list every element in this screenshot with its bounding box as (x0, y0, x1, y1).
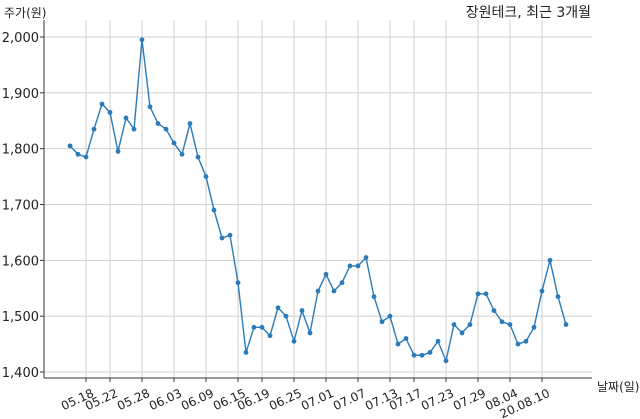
y-tick-label: 1,600 (2, 254, 39, 269)
data-point (403, 336, 409, 341)
y-tick-label: 1,900 (2, 87, 39, 102)
x-axis-label: 날짜(일) (597, 380, 639, 394)
data-point (251, 324, 257, 330)
data-point (227, 232, 233, 238)
x-tick-label: 07.01 (299, 386, 336, 413)
data-point (195, 154, 201, 160)
data-point (107, 109, 113, 115)
y-axis-label: 주가(원) (4, 6, 46, 20)
data-point (395, 341, 401, 347)
data-point (307, 330, 313, 336)
y-tick-label: 1,700 (2, 199, 39, 214)
x-tick-label: 07.29 (451, 386, 488, 413)
data-point (291, 338, 297, 344)
x-tick-labels: 05.1805.2205.2806.0306.0906.1506.1906.25… (59, 378, 552, 419)
data-point (187, 121, 193, 126)
data-point (363, 255, 369, 260)
price-points (67, 37, 569, 364)
data-point (155, 121, 161, 126)
data-point (435, 338, 441, 344)
data-point (99, 101, 105, 107)
data-point (371, 294, 377, 300)
data-point (419, 352, 425, 358)
data-point (131, 126, 137, 132)
data-point (139, 37, 145, 43)
y-tick-label: 1,800 (2, 143, 39, 158)
x-tick-label: 07.07 (331, 386, 368, 413)
data-point (211, 207, 217, 213)
data-point (555, 294, 561, 300)
data-point (91, 126, 97, 132)
data-point (523, 338, 529, 344)
data-point (323, 271, 329, 277)
data-point (339, 280, 345, 286)
data-point (459, 330, 465, 336)
data-point (275, 305, 281, 311)
data-point (475, 291, 481, 297)
data-point (299, 308, 305, 313)
data-point (491, 308, 497, 313)
data-point (355, 263, 361, 269)
data-point (243, 350, 249, 355)
y-tick-labels: 1,400 1,500 1,600 1,700 1,800 1,900 2,000 (2, 31, 44, 381)
gridlines (44, 20, 592, 378)
data-point (219, 235, 225, 241)
y-tick-label: 1,500 (2, 310, 39, 325)
data-point (379, 319, 385, 325)
data-point (531, 324, 537, 330)
data-point (331, 288, 337, 294)
data-point (443, 358, 449, 364)
data-point (467, 322, 473, 327)
data-point (83, 154, 89, 160)
price-series-line (69, 39, 567, 364)
x-tick-label: 06.25 (267, 386, 304, 413)
data-point (163, 126, 169, 132)
data-point (547, 257, 553, 263)
data-point (259, 324, 265, 330)
data-point (123, 115, 129, 121)
x-tick-label: 07.23 (419, 386, 456, 413)
data-point (507, 322, 513, 327)
data-point (283, 313, 289, 319)
data-point (147, 104, 153, 110)
data-point (203, 174, 209, 179)
data-point (347, 263, 353, 269)
data-point (515, 341, 521, 347)
x-tick-label: 05.28 (115, 386, 152, 413)
data-point (387, 313, 393, 319)
data-point (67, 143, 73, 149)
data-point (483, 291, 489, 297)
data-point (451, 322, 457, 327)
data-point (267, 333, 273, 339)
data-point (563, 322, 569, 327)
x-tick-label: 06.09 (179, 386, 216, 413)
data-point (499, 319, 505, 325)
data-point (539, 288, 545, 294)
data-point (75, 151, 81, 157)
chart-title: 장원테크, 최근 3개월 (466, 5, 591, 21)
data-point (171, 140, 177, 146)
x-tick-label: 06.03 (147, 386, 184, 413)
data-point (427, 350, 433, 355)
y-tick-label: 2,000 (2, 31, 39, 46)
y-tick-label: 1,400 (2, 366, 39, 381)
data-point (315, 288, 321, 294)
data-point (411, 352, 417, 358)
data-point (179, 151, 185, 157)
data-point (115, 149, 121, 154)
data-point (235, 280, 241, 286)
